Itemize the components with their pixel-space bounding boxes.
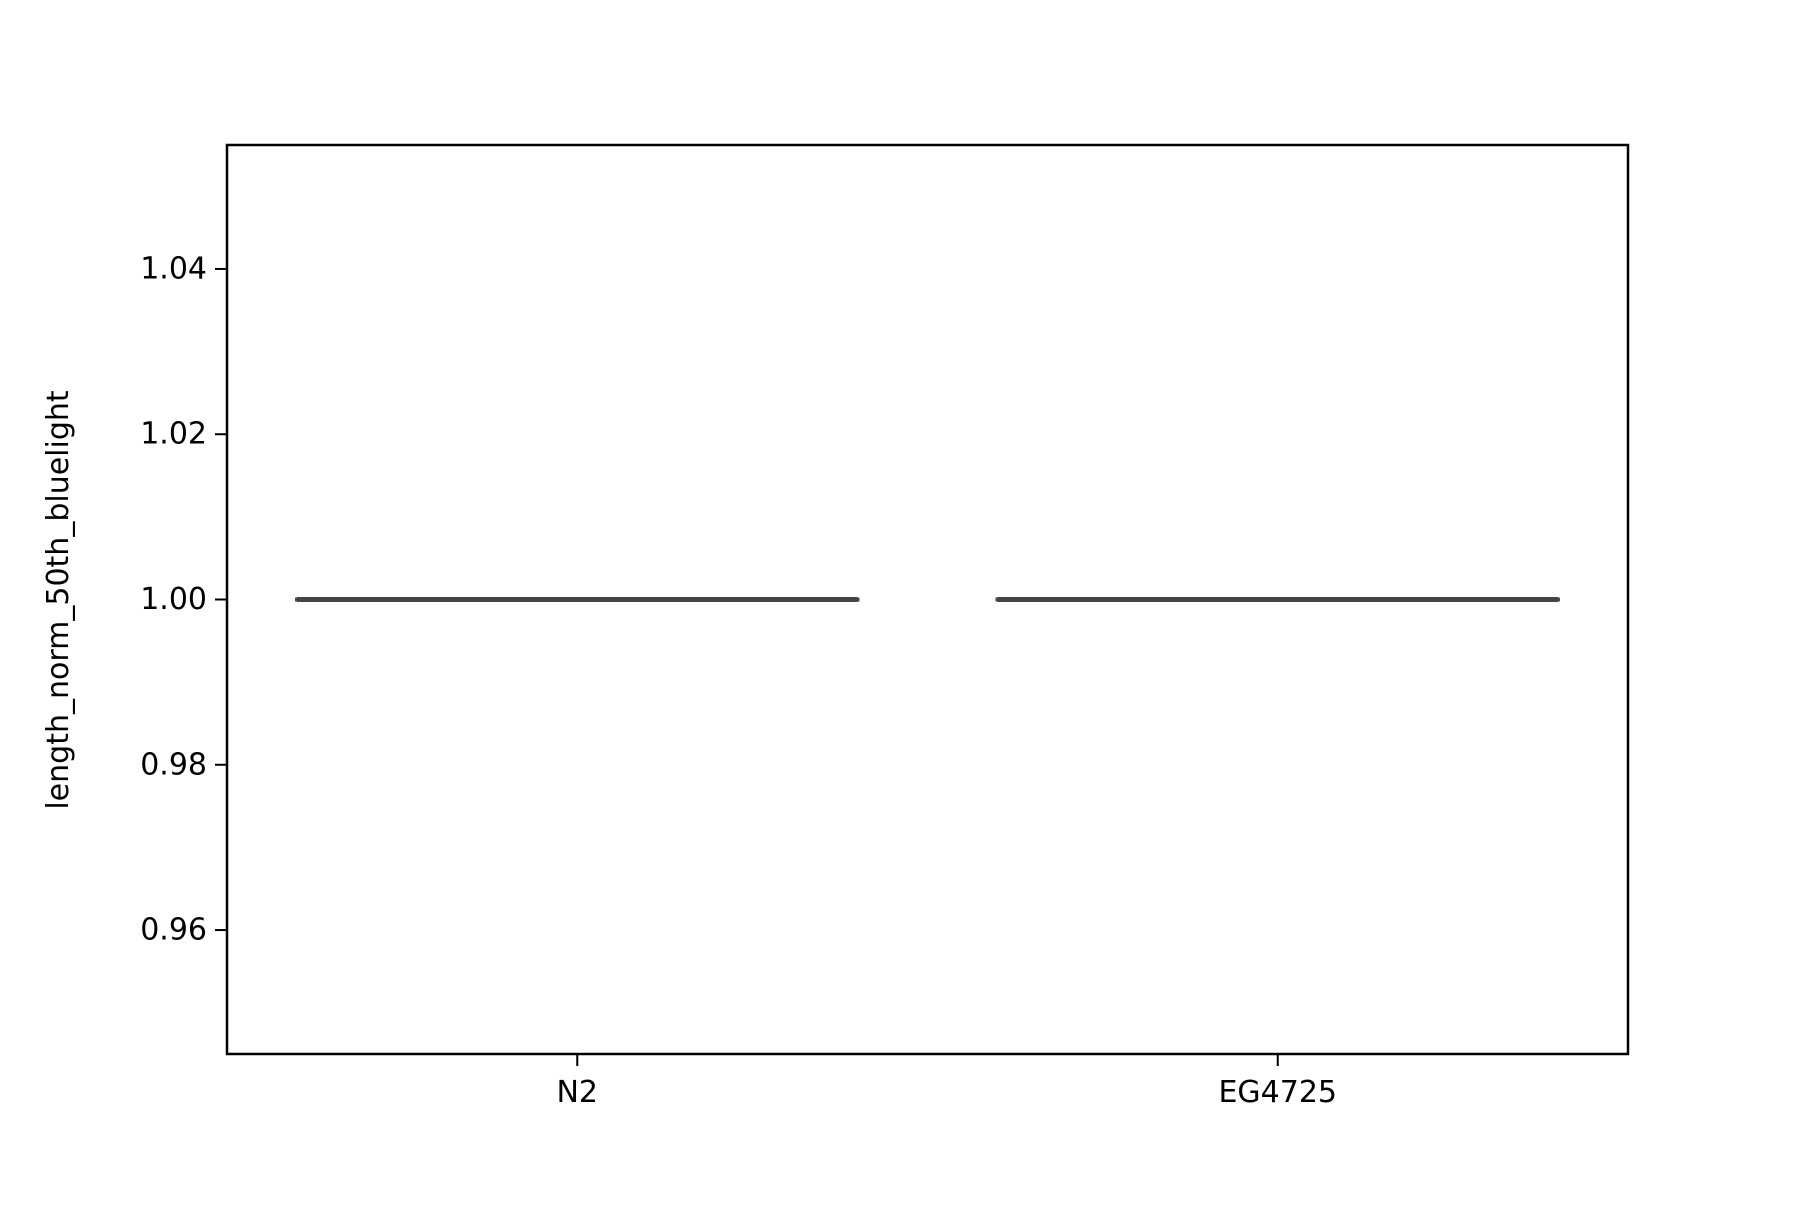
y-tick-label: 1.00 xyxy=(140,582,207,617)
axes: 0.96 0.98 1.00 1.02 1.04 N2 EG4725 xyxy=(140,145,1628,1110)
y-tick-label: 0.96 xyxy=(140,913,207,948)
x-tick-label: EG4725 xyxy=(1218,1075,1337,1110)
y-tick-label: 0.98 xyxy=(140,747,207,782)
y-tick-label: 1.04 xyxy=(140,251,207,286)
x-tick-label: N2 xyxy=(556,1075,598,1110)
y-axis-label: length_norm_50th_bluelight xyxy=(41,390,76,810)
y-tick-label: 1.02 xyxy=(140,417,207,452)
